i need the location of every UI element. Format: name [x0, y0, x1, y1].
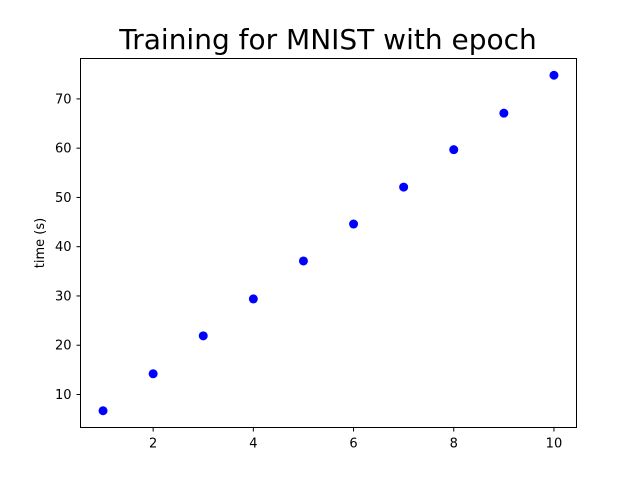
- scatter-series: [98, 70, 559, 416]
- y-tick-label: 20: [55, 339, 72, 354]
- data-point: [98, 406, 108, 416]
- data-point: [449, 145, 459, 155]
- y-axis: 10 20 30 40 50 60 70: [55, 92, 81, 403]
- y-tick-label: 30: [55, 289, 72, 304]
- data-point: [399, 182, 409, 192]
- chart-title: Training for MNIST with epoch: [118, 23, 537, 56]
- y-tick-label: 60: [55, 142, 72, 157]
- data-point: [148, 369, 158, 379]
- data-point: [499, 108, 509, 118]
- x-tick-label: 2: [149, 437, 157, 452]
- x-axis: 2 4 6 8 10: [149, 427, 563, 452]
- y-tick-label: 50: [55, 191, 72, 206]
- y-tick-label: 10: [55, 388, 72, 403]
- data-point: [549, 70, 559, 80]
- x-tick-label: 4: [249, 437, 257, 452]
- x-tick-label: 8: [450, 437, 458, 452]
- y-tick-label: 40: [55, 240, 72, 255]
- data-point: [298, 256, 308, 266]
- axes-frame: [80, 58, 577, 428]
- y-tick-label: 70: [55, 92, 72, 107]
- x-tick-label: 10: [546, 437, 563, 452]
- y-axis-label: time (s): [33, 218, 48, 268]
- data-point: [349, 219, 359, 229]
- data-point: [198, 331, 208, 341]
- plot-area: 2 4 6 8 10 10 20 30 40 50 60 70: [55, 58, 577, 452]
- data-point: [248, 294, 258, 304]
- x-tick-label: 6: [349, 437, 357, 452]
